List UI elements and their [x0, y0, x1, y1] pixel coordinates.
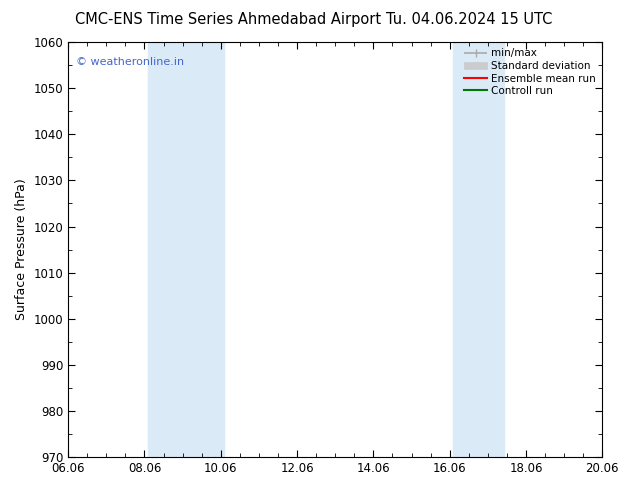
- Text: CMC-ENS Time Series Ahmedabad Airport: CMC-ENS Time Series Ahmedabad Airport: [75, 12, 381, 27]
- Text: © weatheronline.in: © weatheronline.in: [76, 56, 184, 67]
- Bar: [453, 42, 504, 457]
- Bar: [148, 42, 224, 457]
- Y-axis label: Surface Pressure (hPa): Surface Pressure (hPa): [15, 179, 28, 320]
- Legend: min/max, Standard deviation, Ensemble mean run, Controll run: min/max, Standard deviation, Ensemble me…: [461, 45, 599, 99]
- Text: Tu. 04.06.2024 15 UTC: Tu. 04.06.2024 15 UTC: [386, 12, 552, 27]
